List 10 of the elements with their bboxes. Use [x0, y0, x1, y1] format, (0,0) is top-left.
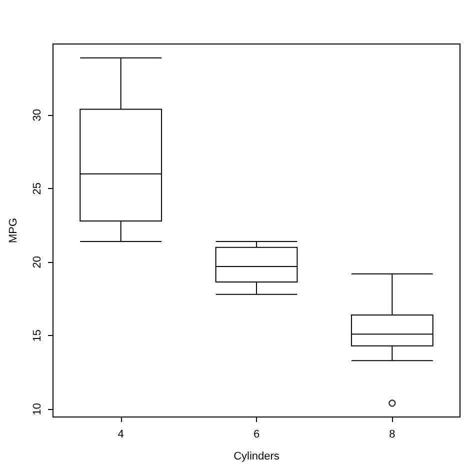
y-axis-title: MPG [8, 218, 20, 244]
y-tick-label: 20 [32, 256, 44, 268]
x-tick-label: 4 [118, 428, 124, 440]
x-tick-label: 6 [253, 428, 260, 440]
y-tick-label: 25 [32, 182, 44, 195]
y-tick-label: 30 [32, 109, 44, 122]
x-axis-title: Cylinders [234, 450, 280, 462]
y-tick-label: 10 [32, 402, 44, 416]
y-tick-label: 15 [32, 329, 44, 342]
x-tick-label: 8 [389, 428, 396, 440]
